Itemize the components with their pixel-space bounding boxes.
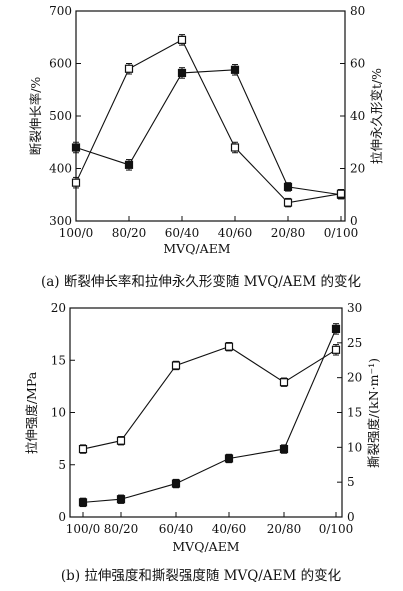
chart-b-right-tick-label: 30 (347, 301, 362, 315)
chart-b-point-filled (78, 498, 88, 507)
chart-b-point-filled (171, 479, 181, 488)
chart-a-ticks: 300 400 500 600 700 0 20 40 60 80 100/0 80/20 60/40 4… (49, 4, 365, 240)
chart-a-point-filled (71, 143, 81, 152)
chart-a-right-tick-label: 60 (350, 57, 365, 71)
chart-a-x-axis-label: MVQ/AEM (163, 241, 230, 256)
chart-b-left-tick-label: 15 (51, 353, 66, 367)
chart-b-point-filled (331, 324, 341, 333)
chart-a-x-tick-label: 0/100 (324, 226, 359, 240)
chart-b-left-tick-label: 0 (58, 510, 66, 524)
chart-a-point-filled (230, 65, 240, 74)
chart-a-point-open (177, 35, 187, 44)
chart-a-left-tick-label: 300 (49, 214, 72, 228)
chart-a-point-open (71, 178, 81, 187)
chart-a-point-filled (283, 182, 293, 191)
chart-b-x-tick-label: 20/80 (267, 522, 302, 536)
chart-a-x-tick-label: 60/40 (165, 226, 200, 240)
chart-a-point-open (336, 189, 346, 198)
chart-a-right-axis-label: 拉伸永久形变t/% (369, 68, 384, 164)
chart-a-x-tick-label: 100/0 (59, 226, 94, 240)
chart-a-right-tick-label: 20 (350, 162, 365, 176)
chart-a-series-filled-line (75, 69, 342, 196)
chart-b: 0 5 10 15 20 0 5 10 15 20 25 30 100/0 80/20 60/40 40/60… (24, 301, 381, 584)
chart-b-left-tick-label: 10 (51, 406, 66, 420)
chart-b-x-tick-label: 0/100 (319, 522, 354, 536)
chart-b-point-filled (224, 454, 234, 463)
chart-b-series (78, 323, 341, 508)
chart-a-left-tick-label: 600 (49, 57, 72, 71)
chart-b-x-tick-label: 100/0 (66, 522, 101, 536)
chart-b-series-filled-line (82, 328, 337, 503)
chart-a-right-tick-label: 40 (350, 109, 365, 123)
chart-a-left-axis-label: 断裂伸长率/% (28, 77, 43, 156)
chart-a-x-tick-label: 80/20 (112, 226, 147, 240)
chart-b-x-tick-label: 60/40 (159, 522, 194, 536)
chart-a-right-tick-label: 0 (350, 214, 358, 228)
chart-b-series-open-line (82, 346, 337, 450)
chart-b-right-tick-label: 15 (347, 406, 362, 420)
chart-b-x-axis-label: MVQ/AEM (172, 539, 239, 554)
chart-b-left-tick-label: 20 (51, 301, 66, 315)
chart-b-point-open (116, 436, 126, 445)
chart-a-left-tick-label: 700 (49, 4, 72, 18)
chart-b-x-tick-label: 40/60 (212, 522, 247, 536)
chart-b-plot-frame (69, 307, 343, 518)
chart-b-right-tick-label: 10 (347, 440, 362, 454)
chart-b-ticks: 0 5 10 15 20 0 5 10 15 20 25 30 100/0 80/20 60/40 40/60… (51, 301, 363, 536)
chart-b-right-tick-label: 0 (347, 510, 355, 524)
chart-b-point-open (331, 345, 341, 354)
chart-b-point-open (78, 444, 88, 454)
chart-b-point-filled (279, 444, 289, 454)
chart-a-point-filled (177, 68, 187, 78)
chart-a-caption: (a) 断裂伸长率和拉伸永久形变随 MVQ/AEM 的变化 (41, 273, 361, 290)
chart-a-left-tick-label: 400 (49, 162, 72, 176)
chart-b-point-filled (116, 495, 126, 504)
chart-a-point-open (283, 198, 293, 207)
chart-a: 300 400 500 600 700 0 20 40 60 80 100/0 80/20 60/40 4… (28, 4, 384, 290)
chart-a-series (71, 34, 346, 208)
chart-b-left-axis-label: 拉伸强度/MPa (24, 371, 39, 454)
chart-b-right-tick-label: 20 (347, 371, 362, 385)
chart-b-right-tick-label: 25 (347, 336, 362, 350)
chart-b-point-open (224, 342, 234, 351)
chart-a-point-filled (124, 160, 134, 169)
chart-b-point-open (279, 378, 289, 387)
chart-b-right-tick-label: 5 (347, 475, 355, 489)
chart-a-point-open (124, 64, 134, 73)
chart-b-point-open (171, 361, 181, 370)
chart-b-caption: (b) 拉伸强度和撕裂强度随 MVQ/AEM 的变化 (61, 568, 341, 584)
chart-a-right-tick-label: 80 (350, 4, 365, 18)
chart-a-x-tick-label: 40/60 (218, 226, 253, 240)
chart-b-left-tick-label: 5 (58, 458, 66, 472)
chart-b-x-tick-label: 80/20 (104, 522, 139, 536)
chart-a-x-tick-label: 20/80 (271, 226, 306, 240)
chart-a-left-tick-label: 500 (49, 109, 72, 123)
chart-a-series-open-line (75, 39, 342, 204)
chart-b-right-axis-label: 撕裂强度/(kN·m⁻¹) (366, 358, 381, 468)
chart-a-point-open (230, 143, 240, 152)
